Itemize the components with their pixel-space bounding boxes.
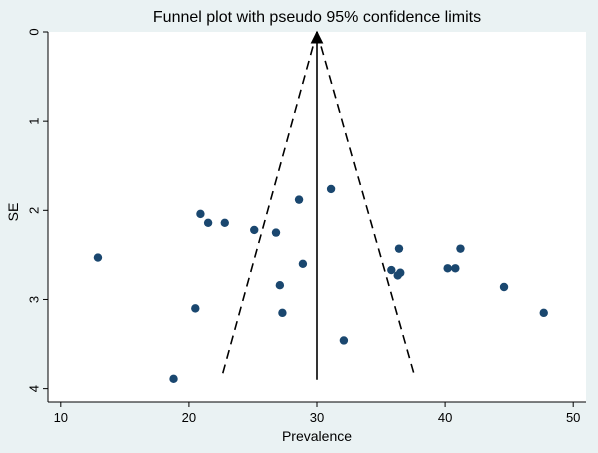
data-point xyxy=(451,264,460,273)
data-point xyxy=(250,225,259,235)
axes: 10 20 30 40 50 0 1 2 3 4 xyxy=(27,28,586,425)
data-point xyxy=(499,282,509,292)
chart-title: Funnel plot with pseudo 95% confidence l… xyxy=(153,9,481,26)
y-tick-label: 0 xyxy=(27,28,42,35)
data-point xyxy=(220,218,229,227)
data-point xyxy=(275,281,285,290)
data-point xyxy=(203,218,213,227)
x-tick-label: 20 xyxy=(182,410,196,425)
data-point xyxy=(326,184,336,194)
data-point xyxy=(443,264,452,273)
x-tick-label: 30 xyxy=(310,410,324,425)
y-tick-label: 4 xyxy=(27,385,42,392)
y-tick-label: 1 xyxy=(27,118,42,125)
data-point xyxy=(278,308,287,318)
x-tick-label: 10 xyxy=(54,410,68,425)
y-tick-label: 2 xyxy=(27,207,42,214)
x-tick-label: 40 xyxy=(438,410,452,425)
funnel-lines xyxy=(221,30,416,380)
data-point xyxy=(169,374,178,384)
data-point xyxy=(456,244,465,253)
data-point xyxy=(191,304,200,313)
data-point xyxy=(294,195,304,204)
data-point xyxy=(93,253,103,262)
data-point xyxy=(394,244,404,253)
x-axis-label: Prevalence xyxy=(282,428,352,444)
y-axis-label: SE xyxy=(5,203,21,222)
data-points xyxy=(93,184,548,384)
data-point xyxy=(387,265,396,275)
data-point xyxy=(339,336,349,345)
data-point xyxy=(271,228,281,237)
data-point xyxy=(196,209,205,219)
y-tick-label: 3 xyxy=(27,296,42,303)
x-tick-label: 50 xyxy=(566,410,580,425)
data-point xyxy=(396,268,405,277)
data-point xyxy=(539,308,548,318)
data-point xyxy=(298,259,308,269)
